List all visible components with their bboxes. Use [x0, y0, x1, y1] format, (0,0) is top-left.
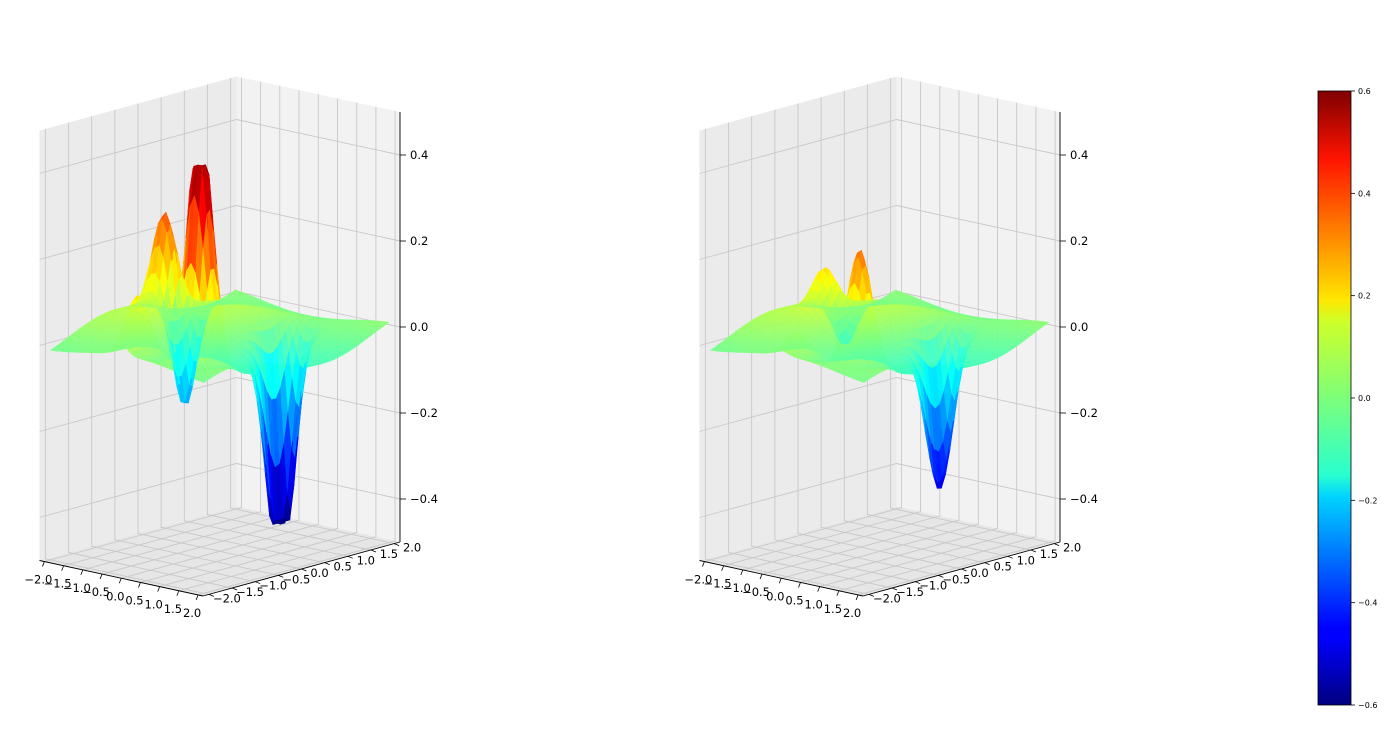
colorbar-tick-label: 0.6 [1358, 87, 1371, 96]
surface-plot-left: −2.0−1.5−1.0−0.50.0 0.5 1.0 1.5 2.0−2.0−1.5−… [24, 76, 438, 620]
y-tick-label: 0.5 [333, 560, 351, 574]
surface-plot-right: −2.0−1.5−1.0−0.50.0 0.5 1.0 1.5 2.0−2.0−1.5−… [684, 76, 1098, 620]
z-tick-label: −0.4 [1070, 492, 1098, 506]
x-tick-label: −2.0 [24, 573, 52, 587]
colorbar-tick-label: 0.2 [1358, 292, 1371, 301]
z-tick-label: 0.4 [1070, 148, 1088, 162]
x-tick-label: −1.5 [704, 577, 732, 591]
z-tick-label: 0.2 [410, 234, 428, 248]
z-tick-label: 0.4 [410, 148, 428, 162]
colorbar-tick-label: −0.6 [1358, 701, 1377, 710]
z-tick-label: −0.2 [410, 406, 438, 420]
z-tick-label: 0.2 [1070, 234, 1088, 248]
y-tick-label: −1.5 [236, 585, 264, 599]
x-tick-label: 1.0 [805, 598, 823, 612]
x-tick-label: 1.5 [824, 602, 842, 616]
colorbar-tick-label: 0.4 [1358, 189, 1371, 198]
surface [49, 164, 390, 525]
y-tick-label: 1.0 [357, 553, 375, 567]
x-tick-label: 1.0 [145, 598, 163, 612]
y-tick-label: 0.0 [970, 566, 988, 580]
colorbar-tick-label: 0.0 [1358, 394, 1371, 403]
z-tick-label: 0.0 [1070, 320, 1088, 334]
gridlines [699, 77, 1061, 596]
colorbar-gradient [1317, 90, 1352, 706]
x-tick-label: −1.0 [723, 581, 751, 595]
y-tick-label: −0.5 [942, 572, 970, 586]
y-tick-label: 1.5 [380, 547, 398, 561]
x-tick-label: 1.5 [164, 602, 182, 616]
y-tick-label: −1.5 [896, 585, 924, 599]
y-tick-label: −0.5 [282, 572, 310, 586]
x-tick-label: −2.0 [684, 573, 712, 587]
colorbar-tick-label: −0.2 [1358, 496, 1377, 505]
y-tick-label: 2.0 [1063, 541, 1081, 555]
colorbar-tick-label: −0.4 [1358, 599, 1377, 608]
x-tick-label: 0.0 [766, 589, 784, 603]
colorbar: 0.6 0.4 0.2 0.0 −0.2 −0.4 −0.6 [1317, 87, 1377, 710]
y-tick-label: 1.0 [1017, 553, 1035, 567]
x-tick-label: −0.5 [82, 585, 110, 599]
x-tick-label: 0.5 [125, 593, 143, 607]
x-tick-label: −1.5 [44, 577, 72, 591]
y-tick-label: 2.0 [403, 541, 421, 555]
x-tick-label: 0.0 [106, 589, 124, 603]
y-tick-label: −1.0 [919, 579, 947, 593]
x-tick-label: 0.5 [785, 593, 803, 607]
z-tick-label: 0.0 [410, 320, 428, 334]
x-tick-label: 2.0 [183, 606, 201, 620]
y-tick-label: 0.0 [310, 566, 328, 580]
y-tick-label: 0.5 [993, 560, 1011, 574]
y-tick-label: 1.5 [1040, 547, 1058, 561]
y-tick-label: −2.0 [213, 591, 241, 605]
z-tick-label: −0.2 [1070, 406, 1098, 420]
z-tick-label: −0.4 [410, 492, 438, 506]
x-tick-label: −0.5 [742, 585, 770, 599]
surface [709, 249, 1050, 489]
y-tick-label: −2.0 [873, 591, 901, 605]
gridlines [39, 77, 401, 596]
x-tick-label: 2.0 [843, 606, 861, 620]
x-tick-label: −1.0 [63, 581, 91, 595]
y-tick-label: −1.0 [259, 579, 287, 593]
